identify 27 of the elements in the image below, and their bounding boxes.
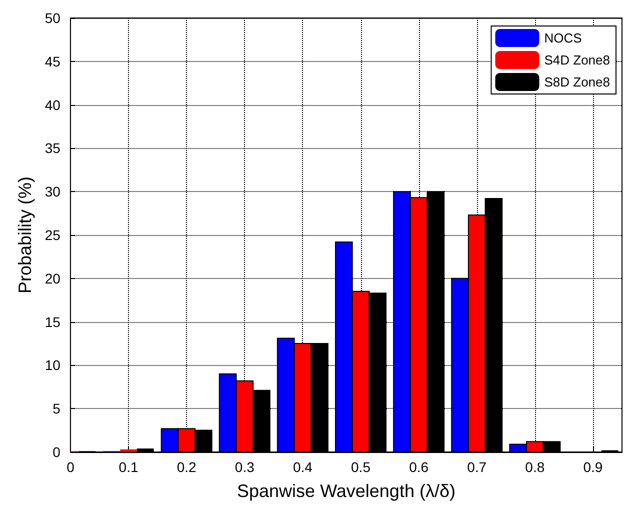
x-tick-label: 0.3 [234, 459, 255, 475]
y-tick-label: 15 [44, 314, 61, 330]
x-tick-label: 0.8 [525, 459, 545, 475]
x-tick-label: 0 [66, 459, 75, 475]
legend-label: NOCS [544, 30, 582, 46]
y-tick-label: 10 [44, 357, 61, 374]
y-tick-label: 25 [44, 227, 61, 243]
y-tick-label: 5 [52, 400, 61, 417]
y-tick-label: 35 [44, 140, 61, 156]
y-tick-label: 50 [44, 10, 61, 26]
y-tick-label: 45 [44, 53, 61, 70]
legend-label: S8D Zone8 [544, 74, 610, 90]
y-axis-title: Probability (%) [15, 176, 35, 294]
x-axis-title: Spanwise Wavelength (λ/δ) [237, 481, 456, 501]
legend-label: S4D Zone8 [544, 52, 610, 68]
x-tick-label: 0.5 [351, 459, 371, 475]
x-tick-label: 0.1 [118, 459, 138, 475]
x-tick-label: 0.2 [176, 459, 197, 475]
bar [120, 449, 137, 452]
x-tick-label: 0.4 [292, 459, 313, 475]
x-tick-label: 0.7 [467, 459, 487, 475]
y-tick-label: 30 [44, 184, 61, 200]
y-tick-label: 0 [52, 444, 61, 460]
x-tick-label: 0.9 [583, 459, 603, 475]
x-tick-label: 0.6 [409, 459, 429, 475]
y-tick-label: 40 [44, 96, 61, 113]
y-tick-label: 20 [44, 270, 61, 286]
